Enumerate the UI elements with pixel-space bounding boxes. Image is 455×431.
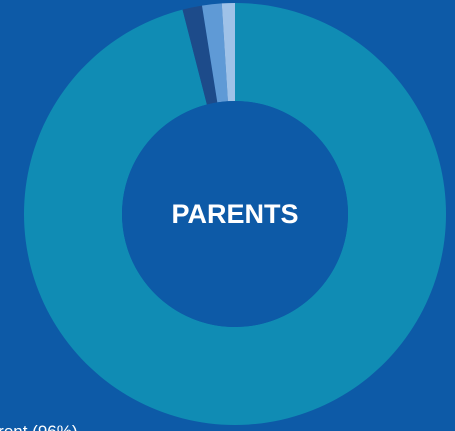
slice-label-main: ...rent (96%) [0, 422, 78, 431]
donut-hole [122, 101, 348, 327]
donut-slice-0 [23, 3, 446, 425]
center-label: PARENTS [171, 199, 298, 229]
donut-slice-2 [201, 3, 228, 103]
donut-slice-1 [182, 5, 218, 105]
donut-slice-3 [221, 3, 235, 102]
donut-slices [23, 3, 446, 425]
